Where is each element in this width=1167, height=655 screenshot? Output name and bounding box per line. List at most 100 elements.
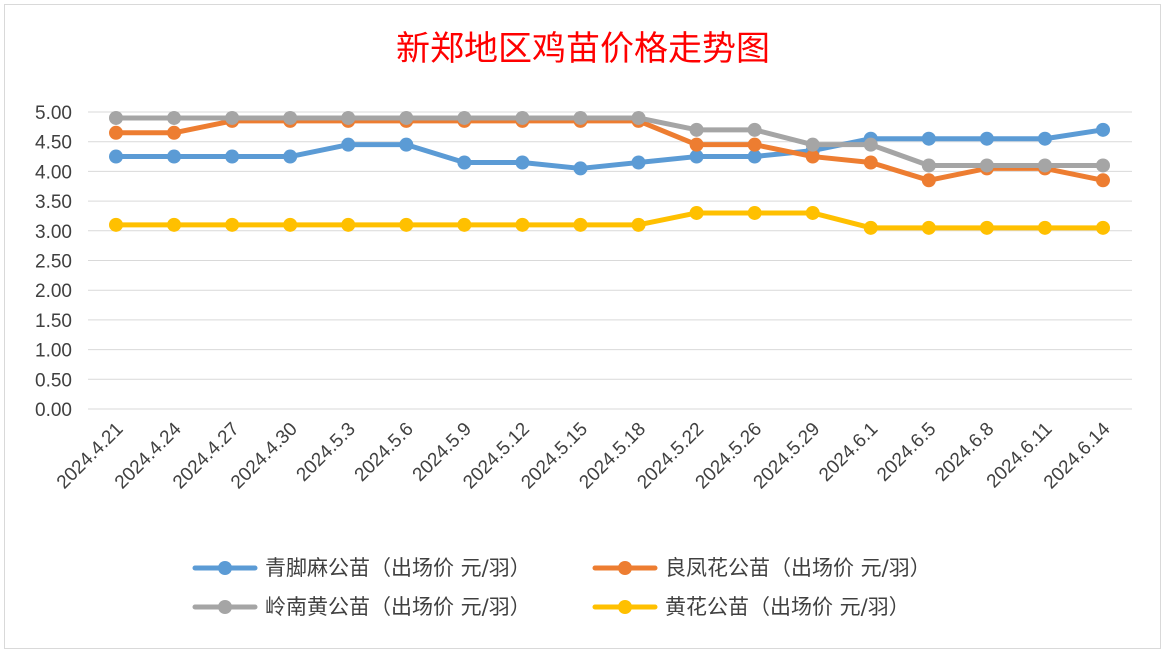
data-point [689,137,704,152]
series-line [113,115,1106,168]
data-point [399,217,414,232]
data-point [747,122,762,137]
data-point [283,149,298,164]
data-point [805,137,820,152]
data-point [1096,122,1110,137]
data-point [399,137,414,152]
data-point [341,137,356,152]
data-point [225,217,240,232]
y-tick-label: 2.50 [35,252,72,273]
x-axis-tick-labels: 2024.4.212024.4.242024.4.272024.4.302024… [53,418,1115,493]
y-tick-label: 3.50 [35,192,72,213]
y-tick-label: 3.00 [35,222,72,243]
data-point [689,122,704,137]
data-point [515,110,530,125]
y-tick-label: 1.00 [35,341,72,362]
data-point [631,110,646,125]
data-point [689,205,704,220]
data-point [283,110,298,125]
data-point [863,155,878,170]
data-point [1096,220,1110,235]
chart-title: 新郑地区鸡苗价格走势图 [396,29,770,69]
data-point [399,110,414,125]
legend-label: 岭南黄公苗（出场价 元/羽） [265,595,531,619]
data-point [921,158,936,173]
data-point [747,149,762,164]
data-point [109,217,123,232]
legend-swatch-marker [618,561,632,575]
data-point [457,155,472,170]
data-point [689,149,704,164]
data-point [167,110,182,125]
x-tick-label: 2024.6.5 [873,419,940,486]
x-tick-label: 2024.6.1 [815,419,882,486]
data-point [921,131,936,146]
legend: 青脚麻公苗（出场价 元/羽） 良凤花公苗（出场价 元/羽） 岭南黄公苗（出场价 元/… [192,556,931,619]
series-lines [109,110,1110,235]
legend-swatch-marker [218,600,232,614]
y-tick-label: 2.00 [35,281,72,302]
y-tick-label: 0.00 [35,400,72,421]
series-2 [109,113,1110,188]
data-point [167,149,182,164]
data-point [109,110,123,125]
data-point [863,220,878,235]
grid-lines [88,111,1132,410]
data-point [341,217,356,232]
data-point [979,220,994,235]
data-point [631,217,646,232]
legend-item: 青脚麻公苗（出场价 元/羽） [192,556,531,580]
data-point [109,125,123,140]
legend-swatch-marker [618,600,632,614]
data-point [457,217,472,232]
data-point [747,137,762,152]
data-point [1037,158,1052,173]
legend-item: 良凤花公苗（出场价 元/羽） [592,556,931,580]
series-4 [109,205,1110,235]
data-point [457,110,472,125]
data-point [167,125,182,140]
data-point [225,149,240,164]
legend-swatch-marker [218,561,232,575]
legend-item: 黄花公苗（出场价 元/羽） [592,595,910,619]
data-point [805,149,820,164]
data-point [921,220,936,235]
series-line [113,127,1106,171]
data-point [1037,131,1052,146]
legend-label: 良凤花公苗（出场价 元/羽） [665,556,931,580]
y-tick-label: 1.50 [35,311,72,332]
data-point [979,131,994,146]
y-tick-label: 5.00 [35,103,72,124]
data-point [747,205,762,220]
legend-item: 岭南黄公苗（出场价 元/羽） [192,595,531,619]
y-axis-tick-labels: 0.00 0.50 1.00 1.50 2.00 2.50 3.00 3.50 4.00 4.50… [35,103,72,421]
data-point [1096,173,1110,188]
data-point [109,149,123,164]
data-point [341,110,356,125]
y-tick-label: 0.50 [35,370,72,391]
legend-label: 青脚麻公苗（出场价 元/羽） [265,556,531,580]
series-3 [109,110,1110,173]
y-tick-label: 4.50 [35,133,72,154]
series-1 [109,122,1110,176]
data-point [573,110,588,125]
data-point [573,217,588,232]
y-tick-label: 4.00 [35,162,72,183]
data-point [863,137,878,152]
data-point [225,110,240,125]
data-point [1096,158,1110,173]
data-point [283,217,298,232]
data-point [805,205,820,220]
data-point [515,155,530,170]
series-line [113,118,1106,183]
data-point [979,158,994,173]
data-point [573,161,588,176]
data-point [1037,220,1052,235]
series-line [113,210,1106,231]
data-point [631,155,646,170]
legend-label: 黄花公苗（出场价 元/羽） [665,595,910,619]
data-point [515,217,530,232]
data-point [921,173,936,188]
x-tick-label: 2024.5.3 [293,419,360,486]
